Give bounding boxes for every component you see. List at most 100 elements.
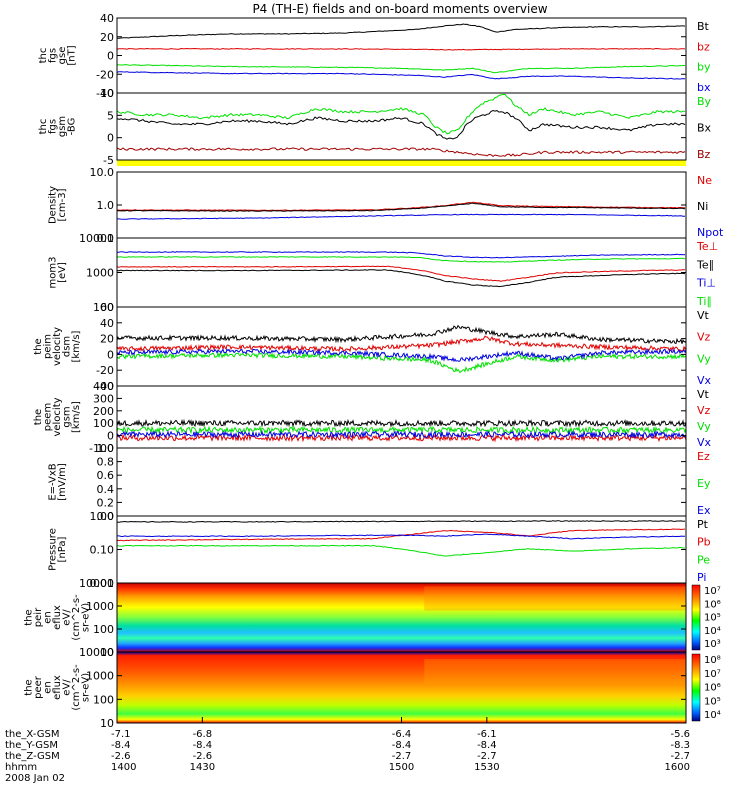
legend-Npot: Npot — [697, 226, 724, 239]
tick-label: -40 — [96, 87, 114, 100]
colorbar-label: 10⁴ — [704, 626, 721, 637]
xaxis-value: -8.4 — [477, 740, 497, 751]
tick-label: 40 — [100, 12, 114, 25]
series-bz — [116, 47, 686, 51]
tick-label: 0.0 — [97, 510, 115, 523]
tick-label: -20 — [96, 364, 114, 377]
xaxis-value: -8.4 — [392, 740, 412, 751]
xaxis-value: 1530 — [474, 762, 499, 773]
tick-label: 0.1 — [97, 232, 115, 245]
series-Vz — [116, 433, 687, 443]
panel-9: 10⁷ 10⁶ 10⁵ 10⁴ 10³ 10000 1000 100 10 thepeirenef… — [24, 577, 721, 659]
legend-Vt: Vt — [697, 388, 710, 401]
legend-Te∥: Te∥ — [696, 258, 714, 271]
xaxis-value: 1600 — [665, 762, 690, 773]
y-axis-label: velocity — [52, 397, 63, 436]
tick-label: 1000 — [86, 267, 114, 280]
spectrogram-1 — [117, 583, 686, 652]
legend-Ex: Ex — [697, 504, 711, 517]
y-axis-label: [cm-3] — [57, 188, 68, 221]
tick-label: -100 — [89, 442, 114, 455]
spectrogram-2 — [117, 652, 686, 723]
tick-label: 10 — [100, 87, 114, 100]
tick-label: 10000 — [79, 646, 114, 659]
y-axis-label: sr-eV) — [81, 603, 92, 632]
series-By — [116, 93, 686, 135]
xaxis-value: -6.1 — [477, 729, 497, 740]
legend-Vy: Vy — [697, 352, 711, 365]
series-by — [116, 64, 685, 74]
y-axis-label: fgs — [47, 119, 58, 134]
series-Vz — [116, 335, 687, 353]
y-axis-label: [nT] — [66, 45, 77, 65]
y-axis-label: gse — [57, 47, 68, 65]
y-axis-label: Density — [47, 186, 58, 224]
tick-label: 10.0 — [90, 166, 115, 179]
panel-10: 10⁸ 10⁷ 10⁶ 10⁵ 10⁴ 10000 1000 100 10 thepeerenef… — [24, 646, 721, 730]
y-axis-label: (cm^2-s- — [71, 594, 82, 641]
xaxis-value: -5.6 — [670, 729, 690, 740]
tick-label: 10000 — [79, 577, 114, 590]
tick-label: 1.0 — [97, 199, 115, 212]
series-Pi — [117, 533, 685, 540]
xaxis-value: -2.7 — [477, 751, 497, 762]
series-bx — [116, 71, 686, 80]
legend-Bz: Bz — [697, 148, 711, 161]
y-axis-label: en — [43, 681, 54, 694]
y-axis-label: [eV] — [57, 262, 68, 283]
y-axis-label: eV/ — [62, 609, 73, 626]
tick-label: 60 — [100, 301, 114, 314]
y-axis-label: gsm — [62, 406, 73, 427]
series-Ni — [117, 202, 686, 212]
panel-8: 1.00 0.10 0.01 Pressure[nPa] Pt Pb Pe Pi — [47, 510, 710, 590]
colorbar-label: 10⁶ — [704, 599, 721, 610]
panel-4: 10000 1000 100 mom3[eV] Te⊥ Te∥ Ti⊥ Ti∥ — [47, 232, 718, 314]
tick-label: 400 — [93, 380, 114, 393]
xaxis-value: -2.6 — [111, 751, 131, 762]
tick-label: 0 — [107, 132, 114, 145]
tick-label: 0.8 — [97, 456, 115, 469]
tick-label: 0 — [107, 430, 114, 443]
tick-label: 1000 — [86, 670, 114, 683]
y-axis-label: eflux — [52, 675, 63, 700]
y-axis-label: mom3 — [47, 257, 58, 289]
mode-bar — [117, 160, 686, 166]
panel-frame — [116, 17, 687, 94]
tick-label: 100 — [93, 417, 114, 430]
xaxis-value: -6.8 — [193, 729, 213, 740]
tick-label: 200 — [93, 405, 114, 418]
date-label: 2008 Jan 02 — [5, 773, 65, 784]
tick-label: 40 — [100, 317, 114, 330]
legend-Vz: Vz — [697, 404, 711, 417]
series-Vx — [116, 347, 687, 363]
y-axis-label: en — [43, 611, 54, 624]
legend-Ti∥: Ti∥ — [696, 295, 712, 308]
legend-Pe: Pe — [697, 553, 710, 566]
tick-label: 10000 — [79, 232, 114, 245]
xaxis-value: -6.4 — [392, 729, 412, 740]
y-axis-label: dsm — [62, 336, 73, 357]
panel-3: 10.0 1.0 0.1 Density[cm-3] Ne Ni Npot — [47, 166, 724, 245]
tick-label: 300 — [93, 392, 114, 405]
series-Ti∥ — [116, 256, 686, 263]
colorbar-label: 10⁸ — [704, 655, 721, 666]
tick-label: 20 — [100, 333, 114, 346]
y-axis-label: thc — [38, 48, 49, 64]
tick-label: 0.01 — [90, 577, 115, 590]
legend-Ey: Ey — [697, 477, 711, 490]
tick-label: 100 — [93, 623, 114, 636]
y-axis-label: peem — [43, 403, 54, 431]
legend-Vx: Vx — [697, 436, 712, 449]
series-Vy — [116, 425, 687, 435]
tick-label: 0 — [107, 50, 114, 63]
legend-Te⊥: Te⊥ — [696, 240, 718, 253]
y-axis-label: gsm — [57, 116, 68, 137]
y-axis-label: eflux — [52, 605, 63, 630]
tick-label: 0.2 — [97, 496, 115, 509]
legend-bz: bz — [697, 40, 710, 53]
panel-7: 1.00.80.60.40.20.0 E=-VxB[mV/m] Ez Ey Ex — [47, 442, 711, 523]
y-axis-label: the — [33, 409, 44, 425]
